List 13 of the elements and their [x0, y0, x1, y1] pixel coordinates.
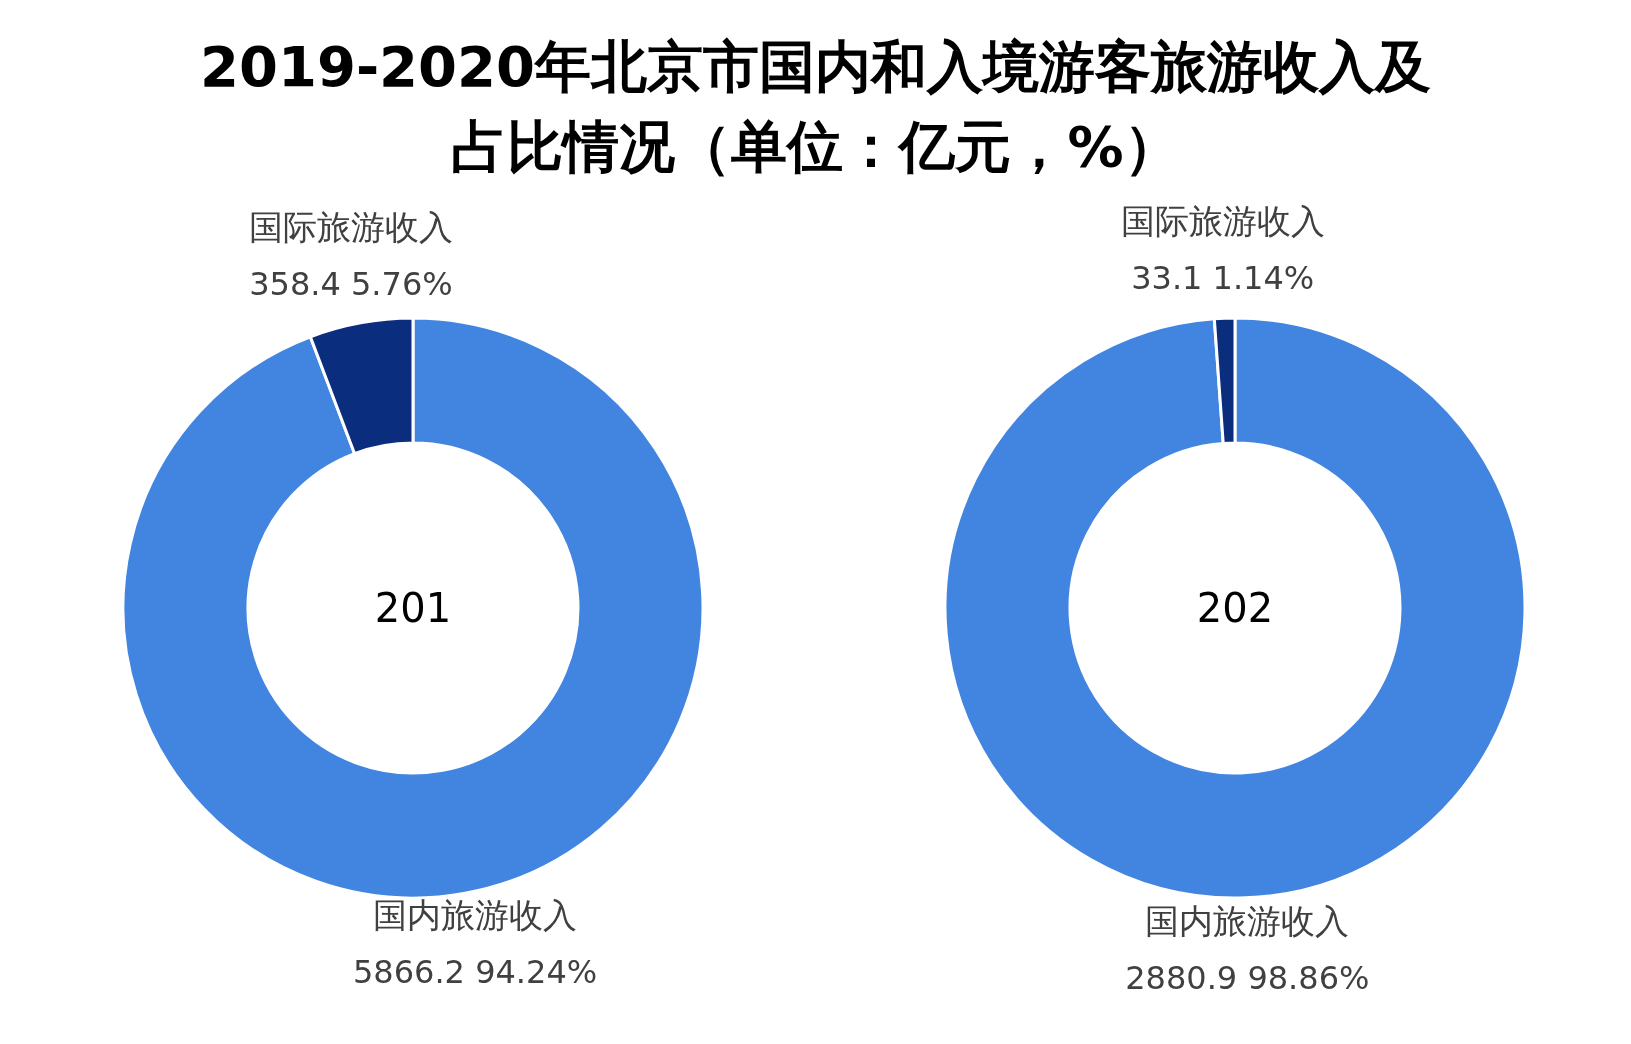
slice-label: 国际旅游收入: [1120, 201, 1325, 242]
slice-label: 国内旅游收入: [373, 895, 578, 936]
data-label: 33.1 1.14%: [1131, 259, 1315, 298]
text: 202: [1196, 585, 1274, 631]
donut-slice: [121, 316, 705, 900]
slice-label: 国际旅游收入: [248, 206, 453, 247]
text: 2019-2020年北京市国内和入境游客旅游收入及占比情况（单位：亿元，%）: [200, 34, 1431, 179]
data-label: 358.4 5.76%: [249, 264, 453, 303]
text: 201: [374, 585, 452, 631]
donut-slice: [943, 316, 1527, 900]
slice-label: 国内旅游收入: [1145, 900, 1350, 941]
data-label: 5866.2 94.24%: [352, 953, 598, 992]
data-label: 2880.9 98.86%: [1125, 958, 1370, 997]
